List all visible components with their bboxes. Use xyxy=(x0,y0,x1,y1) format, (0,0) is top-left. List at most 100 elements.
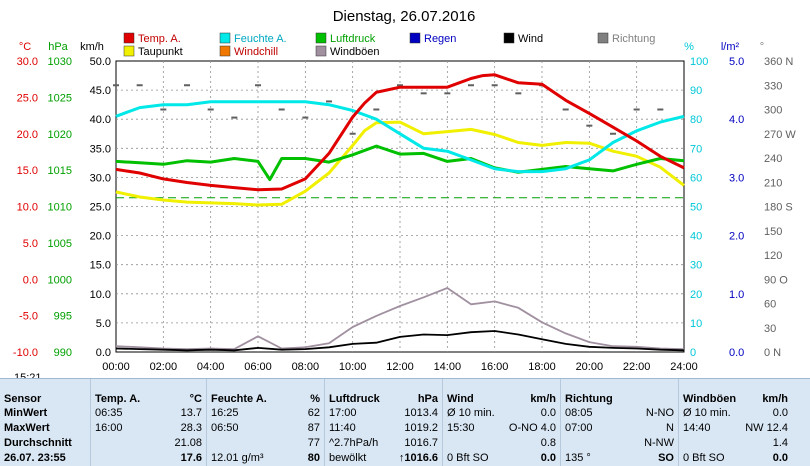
stats-wind-unit: km/h xyxy=(530,393,556,405)
time-tick-label: 02:00 xyxy=(150,361,178,373)
stats-humidity-column: Feuchte A.% 16:25 62 06:50 87 77 12.01 g/m³ 80 xyxy=(206,379,324,466)
stats-gust-value: 0.0 xyxy=(772,452,788,464)
time-tick-label: 00:00 xyxy=(102,361,130,373)
legend-label: Wind xyxy=(518,33,543,45)
direction-tick-label: 240 xyxy=(764,153,782,165)
direction-point xyxy=(491,84,498,87)
stats-gust-header: Windböen km/h xyxy=(683,393,788,407)
pressure-tick-label: 995 xyxy=(54,311,72,323)
stats-temp-row: 17.6 xyxy=(95,452,202,466)
humidity-tick-label: 30 xyxy=(690,260,702,272)
stats-wind-detail: 0 Bft SO xyxy=(447,452,489,464)
legend-swatch xyxy=(219,45,231,57)
time-tick-label: 14:00 xyxy=(434,361,462,373)
stats-wind-header: Wind km/h xyxy=(447,393,556,407)
legend-swatch xyxy=(409,32,421,44)
stats-direction-value: N-NO xyxy=(645,407,674,419)
stats-gust-value: NW 12.4 xyxy=(745,422,788,434)
stats-humidity-value: 77 xyxy=(307,437,320,449)
wind-tick-label: 10.0 xyxy=(90,289,111,301)
stats-pressure-row: ^2.7hPa/h 1016.7 xyxy=(329,437,438,451)
humidity-tick-label: 90 xyxy=(690,85,702,97)
legend-swatch xyxy=(597,32,609,44)
direction-point xyxy=(420,92,427,95)
stats-humidity-title: Feuchte A. xyxy=(211,393,267,405)
stats-gust-row: 14:40 NW 12.4 xyxy=(683,422,788,436)
time-tick-label: 08:00 xyxy=(292,361,320,373)
stats-humidity-value: 80 xyxy=(307,452,320,464)
time-tick-label: 04:00 xyxy=(197,361,225,373)
humidity-tick-label: 50 xyxy=(690,202,702,214)
stats-wind-value: 0.0 xyxy=(540,407,556,419)
legend: Temp. A. Feuchte A. Luftdruck Regen Wind Rich… xyxy=(123,32,655,58)
stats-humidity-value: 87 xyxy=(307,422,320,434)
stats-pressure-detail: 11:40 xyxy=(329,422,356,434)
direction-tick-label: 60 xyxy=(764,299,776,311)
legend-label: Regen xyxy=(424,33,456,45)
stats-temp-row: 16:00 28.3 xyxy=(95,422,202,436)
series-line-feuchte-a xyxy=(115,100,685,174)
time-tick-label: 22:00 xyxy=(623,361,651,373)
time-marker: 15:21 xyxy=(14,372,42,378)
direction-tick-label: 270 W xyxy=(764,129,796,141)
stats-humidity-detail: 12.01 g/m³ xyxy=(211,452,264,464)
axes: 30.025.020.015.010.05.00.0-5.0-10.010301… xyxy=(13,56,796,373)
rain-tick-label: 0.0 xyxy=(729,347,744,359)
legend-label: Luftdruck xyxy=(330,33,376,45)
humidity-tick-label: 70 xyxy=(690,143,702,155)
stats-direction-value: N xyxy=(666,422,674,434)
stats-direction-header: Richtung xyxy=(565,393,674,407)
direction-point xyxy=(302,116,309,119)
stats-temp-value: 28.3 xyxy=(180,422,202,434)
stats-pressure-value: 1016.7 xyxy=(404,437,438,449)
stats-humidity-row: 16:25 62 xyxy=(211,407,320,421)
stats-sensor-header: Sensor xyxy=(4,393,42,405)
series-line-luftdruck xyxy=(115,144,685,182)
stats-humidity-header: Feuchte A.% xyxy=(211,393,320,407)
stats-wind-column: Wind km/h Ø 10 min. 0.0 15:30 O-NO 4.0 0.8 0 Bf… xyxy=(442,379,560,466)
pressure-tick-label: 1030 xyxy=(48,56,72,68)
humidity-tick-label: 40 xyxy=(690,231,702,243)
stats-wind-detail: 15:30 xyxy=(447,422,475,434)
stats-gust-row: 0 Bft SO 0.0 xyxy=(683,452,788,466)
series-line-temp-a xyxy=(115,73,685,192)
pressure-tick-label: 1020 xyxy=(48,129,72,141)
direction-point xyxy=(113,84,119,87)
rain-tick-label: 3.0 xyxy=(729,172,744,184)
stats-temp-value: 17.6 xyxy=(180,452,202,464)
stats-humidity-value: 62 xyxy=(307,407,320,419)
stats-gust-unit: km/h xyxy=(762,393,788,405)
pressure-tick-label: 1005 xyxy=(48,238,72,250)
rain-tick-label: 2.0 xyxy=(729,231,744,243)
wind-tick-label: 40.0 xyxy=(90,114,111,126)
stats-humidity-row: 06:50 87 xyxy=(211,422,320,436)
wind-tick-label: 20.0 xyxy=(90,231,111,243)
stats-humidity-unit: % xyxy=(310,393,320,405)
rain-unit-label: l/m² xyxy=(721,41,740,53)
wind-tick-label: 35.0 xyxy=(90,143,111,155)
pressure-tick-label: 990 xyxy=(54,347,72,359)
stats-temp-row: 21.08 xyxy=(95,437,202,451)
stats-gust-detail: 14:40 xyxy=(683,422,711,434)
legend-swatch xyxy=(315,45,327,57)
stats-wind-row: Ø 10 min. 0.0 xyxy=(447,407,556,421)
wind-tick-label: 45.0 xyxy=(90,85,111,97)
direction-tick-label: 120 xyxy=(764,250,782,262)
direction-point xyxy=(444,92,451,95)
pressure-tick-label: 1025 xyxy=(48,92,72,104)
statistics-panel: Sensor MinWert MaxWert Durchschnitt 26.0… xyxy=(0,378,810,466)
stats-temp-column: Temp. A. °C 06:35 13.7 16:00 28.3 21.08 17.6 xyxy=(90,379,206,466)
stats-gust-value: 1.4 xyxy=(772,437,788,449)
direction-tick-label: 30 xyxy=(764,323,776,335)
direction-tick-label: 360 N xyxy=(764,56,793,68)
legend-swatch xyxy=(219,32,231,44)
stats-gust-column: Windböen km/h Ø 10 min. 0.0 14:40 NW 12.4 1.4 0… xyxy=(678,379,792,466)
stats-temp-detail: 06:35 xyxy=(95,407,123,419)
direction-tick-label: 180 S xyxy=(764,202,793,214)
legend-label: Taupunkt xyxy=(138,46,183,58)
direction-point xyxy=(610,132,616,135)
direction-point xyxy=(255,84,261,87)
legend-label: Feuchte A. xyxy=(234,33,287,45)
stats-direction-detail: 135 ° xyxy=(565,452,591,464)
stats-pressure-value: 1013.4 xyxy=(404,407,438,419)
